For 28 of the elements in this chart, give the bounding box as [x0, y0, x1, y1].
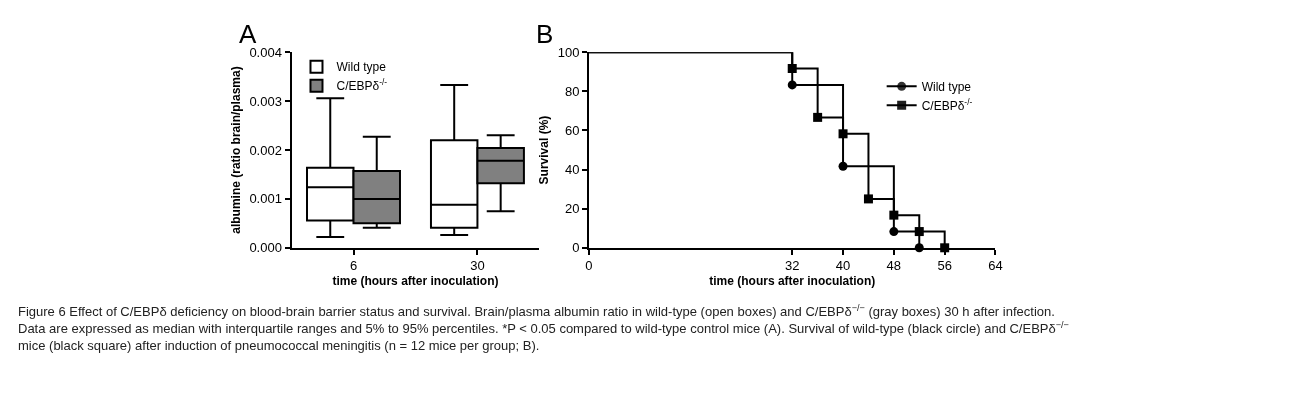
y-tick-label: 100: [557, 44, 580, 60]
x-tick-label: 0: [585, 258, 593, 274]
y-tick-label: 20: [564, 201, 580, 217]
legend-label: C/EBPδ$^{-/-}$: [336, 77, 388, 94]
x-tick-label: 48: [886, 258, 902, 274]
legend-label: Wild type: [921, 80, 972, 94]
chart-title: B: [536, 19, 554, 49]
x-tick-label: 40: [835, 258, 851, 274]
y-tick-label: 0.002: [249, 142, 282, 158]
y-tick-label: 40: [564, 162, 580, 178]
x-tick-label: 56: [937, 258, 952, 274]
y-axis-title: Survival (%): [537, 115, 552, 185]
x-axis-title: time (hours after inoculation): [332, 273, 499, 288]
y-tick-label: 80: [564, 83, 580, 99]
x-tick-label: 6: [349, 258, 358, 274]
legend-label: Wild type: [336, 60, 387, 75]
legend-label: C/EBPδ$^{-/-}$: [921, 96, 973, 113]
x-tick-label: 32: [784, 258, 800, 274]
y-tick-label: 0.000: [249, 240, 282, 256]
y-tick-label: 0: [572, 240, 580, 256]
text: Figure 6 Effect of C/EBPδ deficiency on blood-brain barrier status and survival. Brain/plasma albumin ratio in wild-type (open boxes) and C/EBPδ$^{−/−}$ (gray boxes) 30 h after infection. Data are expressed as median with interquartile ranges and 5% to 95% percentiles. *P < 0.05 compared to wild-type control mice (A). Survival of wild-type (black circle) and C/EBPδ$^{−/−}$ mice (black square) after induction of pneumococcal meningitis (n = 12 mice per group; B).: [18, 303, 1069, 354]
y-axis-title: albumine (ratio brain/plasma): [229, 66, 244, 234]
y-tick-label: 60: [564, 123, 580, 139]
y-tick-label: 0.001: [249, 191, 282, 207]
x-tick-label: 64: [988, 258, 1003, 274]
y-tick-label: 0.003: [249, 93, 282, 109]
x-tick-label: 30: [470, 258, 485, 274]
x-axis-title: time (hours after inoculation): [709, 273, 876, 288]
